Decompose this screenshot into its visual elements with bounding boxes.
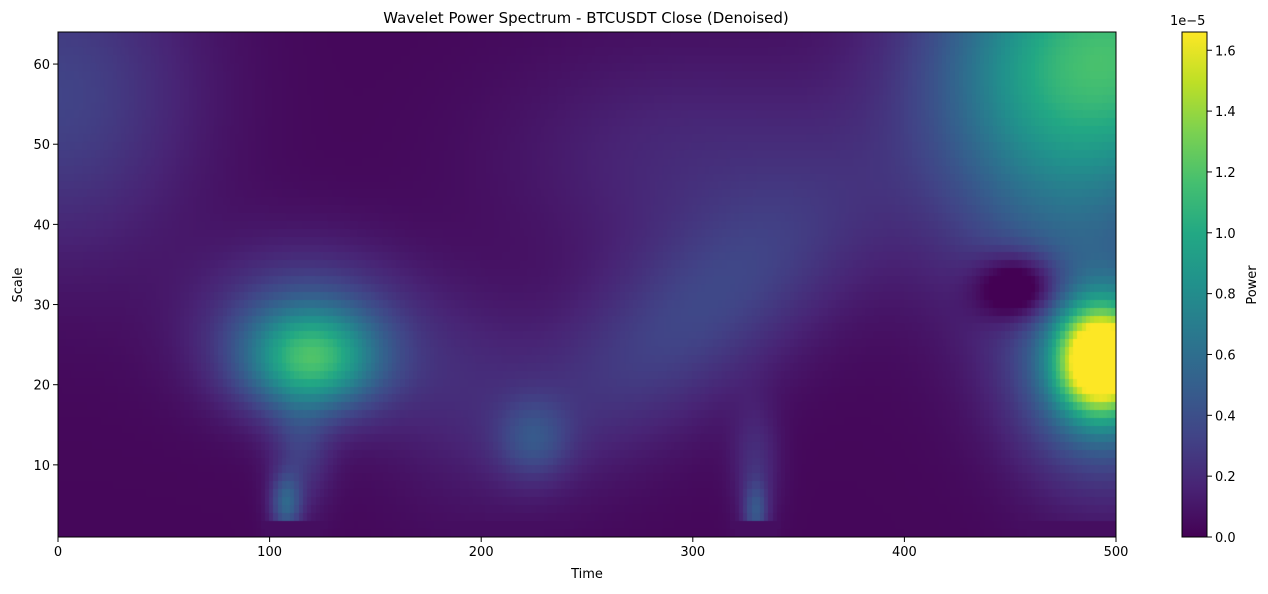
heatmap-image — [58, 32, 1116, 537]
colorbar-tick-label: 1.0 — [1215, 227, 1236, 242]
colorbar-tick-label: 0.8 — [1215, 288, 1236, 303]
colorbar-label: Power — [1245, 265, 1260, 305]
chart-title: Wavelet Power Spectrum - BTCUSDT Close (… — [383, 9, 789, 27]
x-tick-label: 400 — [892, 545, 917, 560]
colorbar — [1181, 31, 1208, 538]
plot-frame — [57, 31, 1117, 538]
colorbar-exponent: 1e−5 — [1170, 14, 1205, 29]
colorbar-tick-label: 1.4 — [1215, 105, 1236, 120]
colorbar-tick-label: 0.2 — [1215, 470, 1236, 485]
y-axis-label: Scale — [11, 268, 26, 303]
x-axis-label: Time — [570, 567, 603, 582]
colorbar-tick-label: 1.6 — [1215, 44, 1236, 59]
x-tick-label: 300 — [680, 545, 705, 560]
y-tick-label: 10 — [33, 459, 50, 474]
colorbar-tick-label: 1.2 — [1215, 166, 1236, 181]
colorbar-tick-label: 0.4 — [1215, 409, 1236, 424]
y-tick-label: 60 — [33, 58, 50, 73]
x-tick-label: 100 — [257, 545, 282, 560]
y-tick-label: 40 — [33, 218, 50, 233]
y-tick-label: 20 — [33, 379, 50, 394]
x-axis: 0 100 200 300 400 500 — [54, 537, 1129, 560]
y-tick-label: 30 — [33, 299, 50, 314]
colorbar-axis: 0.0 0.2 0.4 0.6 0.8 1.0 1.2 1.4 1.6 — [1207, 44, 1236, 546]
y-axis: 10 20 30 40 50 60 — [33, 58, 58, 474]
colorbar-tick-label: 0.0 — [1215, 531, 1236, 546]
y-tick-label: 50 — [33, 138, 50, 153]
x-tick-label: 0 — [54, 545, 62, 560]
x-tick-label: 500 — [1104, 545, 1129, 560]
colorbar-tick-label: 0.6 — [1215, 348, 1236, 363]
x-tick-label: 200 — [469, 545, 494, 560]
